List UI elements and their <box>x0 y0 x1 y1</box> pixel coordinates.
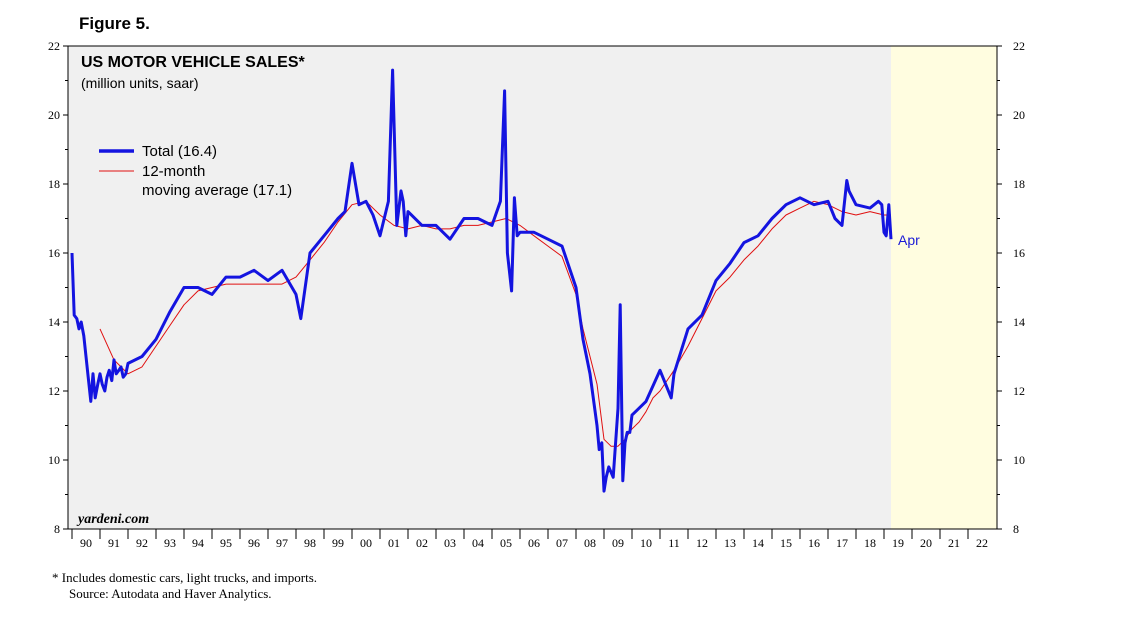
x-tick-label: 92 <box>136 536 148 550</box>
x-tick-label: 13 <box>724 536 736 550</box>
x-tick-label: 01 <box>388 536 400 550</box>
series-line-total <box>70 68 893 493</box>
chart-title: US MOTOR VEHICLE SALES* <box>81 54 306 71</box>
x-tick-label: 22 <box>976 536 988 550</box>
x-tick-label: 98 <box>304 536 316 550</box>
x-tick-label: 93 <box>164 536 176 550</box>
y-tick-label-left: 16 <box>48 246 60 260</box>
x-tick-label: 95 <box>220 536 232 550</box>
x-tick-label: 00 <box>360 536 372 550</box>
x-tick-label: 21 <box>948 536 960 550</box>
y-tick-label-right: 12 <box>1013 384 1025 398</box>
chart-subtitle: (million units, saar) <box>81 75 198 91</box>
x-tick-label: 19 <box>892 536 904 550</box>
y-tick-label-left: 12 <box>48 384 60 398</box>
history-shading <box>68 46 891 529</box>
y-tick-label-left: 8 <box>54 522 60 536</box>
x-tick-label: 99 <box>332 536 344 550</box>
x-tick-label: 90 <box>80 536 92 550</box>
y-tick-label-left: 20 <box>48 108 60 122</box>
figure-label: Figure 5. <box>79 14 150 33</box>
y-tick-label-right: 20 <box>1013 108 1025 122</box>
y-tick-label-left: 18 <box>48 177 60 191</box>
x-tick-label: 94 <box>192 536 204 550</box>
x-tick-label: 14 <box>752 536 764 550</box>
legend-average-label: 12-month moving average (17.1) <box>142 163 292 199</box>
x-tick-label: 07 <box>556 536 568 550</box>
x-tick-label: 05 <box>500 536 512 550</box>
end-label: Apr <box>898 232 920 248</box>
y-tick-label-right: 18 <box>1013 177 1025 191</box>
y-tick-label-right: 16 <box>1013 246 1025 260</box>
watermark: yardeni.com <box>76 512 149 527</box>
legend: Total (16.4) 12-month moving average (17… <box>99 143 292 199</box>
x-tick-label: 16 <box>808 536 820 550</box>
x-tick-label: 08 <box>584 536 596 550</box>
y-tick-label-right: 10 <box>1013 453 1025 467</box>
series-lines <box>70 68 893 493</box>
y-tick-label-right: 8 <box>1013 522 1019 536</box>
x-tick-label: 12 <box>696 536 708 550</box>
x-tick-label: 09 <box>612 536 624 550</box>
x-tick-label: 15 <box>780 536 792 550</box>
x-tick-label: 17 <box>836 536 848 550</box>
x-tick-label: 97 <box>276 536 288 550</box>
x-tick-label: 18 <box>864 536 876 550</box>
series-line-average <box>99 200 891 447</box>
y-tick-label-right: 14 <box>1013 315 1025 329</box>
source-note: Source: Autodata and Haver Analytics. <box>69 586 272 601</box>
x-tick-label: 10 <box>640 536 652 550</box>
x-tick-label: 02 <box>416 536 428 550</box>
x-tick-label: 04 <box>472 536 484 550</box>
legend-total-label: Total (16.4) <box>142 143 217 160</box>
x-tick-label: 11 <box>668 536 680 550</box>
footnote: * Includes domestic cars, light trucks, … <box>52 570 318 585</box>
x-tick-label: 03 <box>444 536 456 550</box>
axis-ticks: 8 8 10 10 12 12 14 14 16 16 18 18 20 20 22 22 90 91 92 93 94… <box>48 39 1025 550</box>
x-tick-label: 96 <box>248 536 260 550</box>
x-tick-label: 20 <box>920 536 932 550</box>
y-tick-label-left: 10 <box>48 453 60 467</box>
y-tick-label-right: 22 <box>1013 39 1025 53</box>
x-tick-label: 91 <box>108 536 120 550</box>
y-tick-label-left: 14 <box>48 315 60 329</box>
plot-frame <box>67 45 998 530</box>
x-tick-label: 06 <box>528 536 540 550</box>
y-tick-label-left: 22 <box>48 39 60 53</box>
